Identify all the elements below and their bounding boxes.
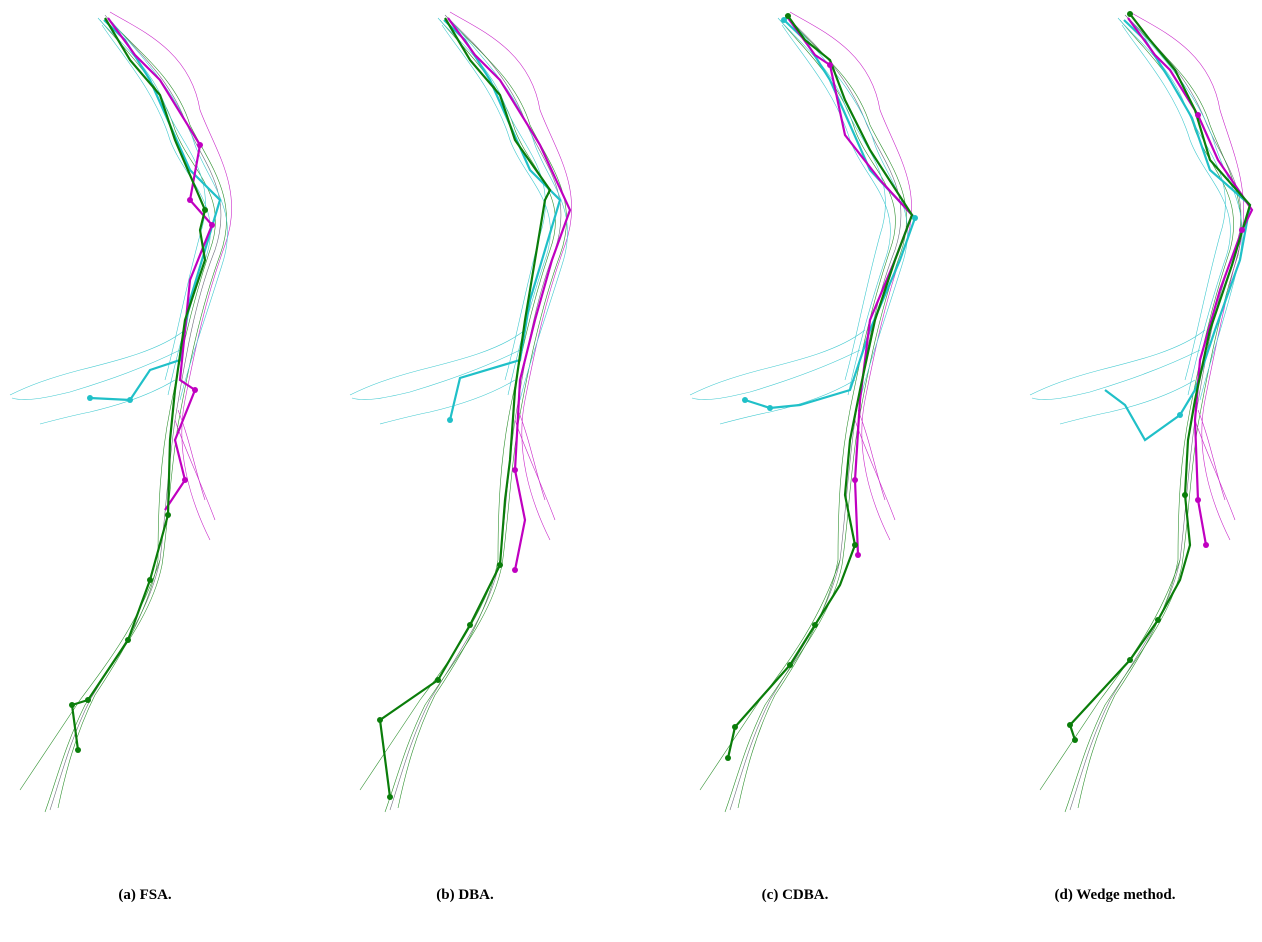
background-traces xyxy=(1029,11,1244,813)
panel-caption: (b) DBA. xyxy=(436,887,494,903)
trajectory-plot-fsa xyxy=(9,11,232,813)
representative-green xyxy=(70,17,207,751)
representative-points xyxy=(725,13,918,761)
background-traces xyxy=(349,11,572,813)
panel-wedge-method: (d) Wedge method. xyxy=(970,0,1260,942)
background-traces xyxy=(9,11,232,813)
representative-magenta xyxy=(1127,17,1254,546)
panel-caption: (c) CDBA. xyxy=(761,887,829,903)
trajectory-plot-dba xyxy=(349,11,572,813)
representative-cyan xyxy=(89,19,222,402)
panel-caption: (a) FSA. xyxy=(118,887,172,903)
representative-cyan xyxy=(744,19,917,410)
representative-green xyxy=(1068,13,1252,741)
representative-magenta xyxy=(447,17,572,571)
representative-points xyxy=(1067,11,1245,743)
representative-points xyxy=(377,417,518,800)
representative-cyan xyxy=(443,19,562,421)
representative-green xyxy=(726,15,914,759)
representative-magenta xyxy=(787,17,914,556)
trajectory-plot-cdba xyxy=(689,11,918,813)
panel-cdba: (c) CDBA. xyxy=(650,0,940,942)
representative-points xyxy=(69,142,215,753)
trajectory-plot-wedge xyxy=(1029,11,1254,813)
background-traces xyxy=(689,11,912,813)
panel-fsa: (a) FSA. xyxy=(0,0,290,942)
representative-magenta xyxy=(107,17,214,511)
representative-green xyxy=(378,17,552,798)
panel-caption: (d) Wedge method. xyxy=(1054,887,1176,903)
panel-dba: (b) DBA. xyxy=(320,0,610,942)
representative-cyan xyxy=(1104,19,1252,442)
